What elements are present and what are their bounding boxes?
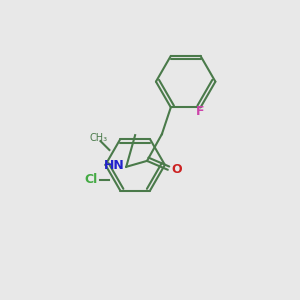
Text: HN: HN (104, 159, 125, 172)
Text: F: F (196, 105, 205, 118)
Text: O: O (171, 163, 182, 176)
Text: CH₃: CH₃ (90, 133, 108, 142)
Text: Cl: Cl (84, 173, 98, 186)
